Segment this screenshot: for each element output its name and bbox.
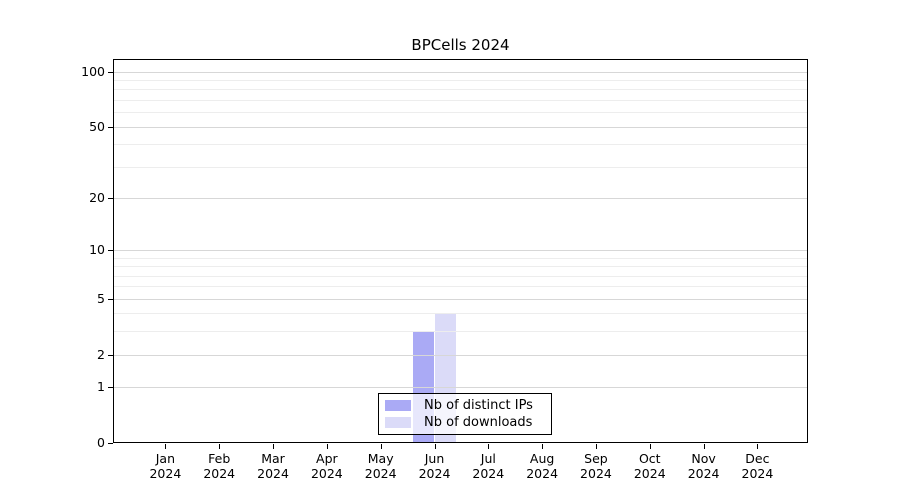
x-axis-tick bbox=[488, 444, 490, 449]
x-axis-tick-label: Jun 2024 bbox=[403, 451, 467, 481]
x-axis-tick-label: May 2024 bbox=[349, 451, 413, 481]
gridline-minor bbox=[114, 166, 807, 168]
gridline-minor bbox=[114, 313, 807, 315]
legend-label-downloads: Nb of downloads bbox=[424, 415, 533, 430]
y-axis-tick-label: 0 bbox=[97, 435, 105, 450]
x-axis-tick-label: Mar 2024 bbox=[241, 451, 305, 481]
legend-label-distinct-ips: Nb of distinct IPs bbox=[424, 398, 533, 413]
month-label: Jan bbox=[155, 451, 176, 466]
year-label: 2024 bbox=[580, 466, 612, 481]
year-label: 2024 bbox=[687, 466, 720, 481]
gridline-major bbox=[114, 250, 807, 252]
gridline-minor bbox=[114, 331, 807, 333]
y-axis-tick-label: 10 bbox=[89, 242, 105, 258]
year-label: 2024 bbox=[257, 466, 289, 481]
x-axis-tick-label: Feb 2024 bbox=[187, 451, 251, 481]
gridline-minor bbox=[114, 99, 807, 101]
x-axis-tick bbox=[165, 444, 167, 449]
y-axis-tick-label: 5 bbox=[97, 290, 105, 306]
x-axis-tick-label: Nov 2024 bbox=[672, 451, 736, 481]
year-label: 2024 bbox=[149, 466, 182, 481]
month-label: Apr bbox=[316, 451, 338, 466]
year-label: 2024 bbox=[741, 466, 774, 481]
legend-swatch-downloads bbox=[385, 417, 411, 428]
x-axis-tick bbox=[219, 444, 221, 449]
legend-swatch-distinct-ips bbox=[385, 400, 411, 411]
x-axis-tick bbox=[757, 444, 759, 449]
y-axis-tick-label: 20 bbox=[89, 189, 105, 205]
x-axis-tick-label: Aug 2024 bbox=[510, 451, 574, 481]
gridline-major bbox=[114, 354, 807, 356]
year-label: 2024 bbox=[364, 466, 397, 481]
year-label: 2024 bbox=[310, 466, 343, 481]
x-axis-tick-label: Oct 2024 bbox=[618, 451, 682, 481]
year-label: 2024 bbox=[418, 466, 451, 481]
y-axis-tick bbox=[108, 126, 113, 128]
gridline-minor bbox=[114, 112, 807, 114]
gridline-major bbox=[114, 298, 807, 300]
gridline-minor bbox=[114, 286, 807, 288]
legend-item-downloads: Nb of downloads bbox=[385, 415, 543, 430]
y-axis-tick-label: 50 bbox=[89, 118, 105, 134]
y-axis-tick bbox=[108, 250, 113, 252]
month-label: Oct bbox=[638, 451, 661, 466]
month-label: Feb bbox=[208, 451, 231, 466]
y-axis-tick bbox=[108, 387, 113, 389]
gridline-major bbox=[114, 197, 807, 199]
y-axis-tick bbox=[108, 354, 113, 356]
gridline-minor bbox=[114, 266, 807, 268]
legend: Nb of distinct IPs Nb of downloads bbox=[378, 393, 552, 435]
y-axis-tick bbox=[108, 71, 113, 73]
year-label: 2024 bbox=[203, 466, 236, 481]
month-label: May bbox=[367, 451, 394, 466]
year-label: 2024 bbox=[526, 466, 559, 481]
y-axis-tick-label: 100 bbox=[81, 63, 105, 79]
gridline-major bbox=[114, 71, 807, 73]
x-axis-tick bbox=[649, 444, 651, 449]
year-label: 2024 bbox=[633, 466, 666, 481]
x-axis-tick bbox=[273, 444, 275, 449]
x-axis-tick bbox=[595, 444, 597, 449]
month-label: Jun bbox=[424, 451, 445, 466]
month-label: Sep bbox=[584, 451, 608, 466]
x-axis-tick bbox=[434, 444, 436, 449]
gridline-minor bbox=[114, 89, 807, 91]
month-label: Mar bbox=[261, 451, 285, 466]
chart-title: BPCells 2024 bbox=[411, 36, 510, 54]
gridline-major bbox=[114, 387, 807, 389]
x-axis-tick-label: Sep 2024 bbox=[564, 451, 628, 481]
x-axis-tick bbox=[380, 444, 382, 449]
y-axis-tick bbox=[108, 197, 113, 199]
y-axis-tick-label: 1 bbox=[97, 379, 105, 395]
month-label: Dec bbox=[745, 451, 770, 466]
gridline-minor bbox=[114, 275, 807, 277]
month-label: Nov bbox=[691, 451, 716, 466]
year-label: 2024 bbox=[472, 466, 505, 481]
x-axis-tick-label: Jul 2024 bbox=[456, 451, 520, 481]
gridline-minor bbox=[114, 257, 807, 259]
y-axis-tick-label: 2 bbox=[97, 346, 105, 362]
gridline-minor bbox=[114, 79, 807, 81]
month-label: Aug bbox=[529, 451, 555, 466]
gridline-major bbox=[114, 126, 807, 128]
month-label: Jul bbox=[480, 451, 496, 466]
gridline-minor bbox=[114, 144, 807, 146]
y-axis-tick bbox=[108, 298, 113, 300]
legend-item-distinct-ips: Nb of distinct IPs bbox=[385, 398, 543, 413]
x-axis-tick-label: Apr 2024 bbox=[295, 451, 359, 481]
x-axis-tick-label: Dec 2024 bbox=[725, 451, 789, 481]
y-axis-tick bbox=[108, 443, 113, 444]
x-axis-tick bbox=[703, 444, 705, 449]
x-axis-tick-label: Jan 2024 bbox=[133, 451, 197, 481]
x-axis-tick bbox=[326, 444, 328, 449]
x-axis-tick bbox=[542, 444, 544, 449]
